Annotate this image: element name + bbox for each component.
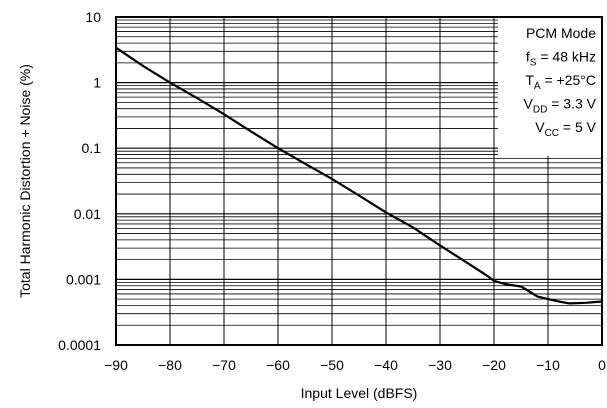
x-tick-label: −90 <box>104 357 128 373</box>
x-tick-label: −30 <box>428 357 452 373</box>
annotation-text: V <box>535 119 545 135</box>
annotation-subscript: DD <box>533 105 547 116</box>
annotation-text: = 48 kHz <box>536 49 596 65</box>
annotation-subscript: S <box>530 58 537 69</box>
y-tick-label: 10 <box>85 9 101 25</box>
x-axis-label: Input Level (dBFS) <box>301 385 418 401</box>
annotation-text: = +25°C <box>541 72 596 88</box>
annotation-line: TA = +25°C <box>525 72 596 92</box>
annotation-text: PCM Mode <box>526 25 596 41</box>
x-tick-label: −50 <box>320 357 344 373</box>
y-tick-label: 0.1 <box>82 140 102 156</box>
x-tick-labels: −90 −80 −70 −60 −50 −40 −30 −20 −10 0 <box>104 357 606 373</box>
y-axis-label: Total Harmonic Distortion + Noise (%) <box>17 64 33 298</box>
series-line-0 <box>115 46 603 305</box>
annotation-text: = 5 V <box>559 119 597 135</box>
axes <box>115 16 603 346</box>
series-layer <box>115 46 603 305</box>
x-tick-label: 0 <box>598 357 606 373</box>
x-tick-label: −60 <box>266 357 290 373</box>
x-tick-label: −80 <box>158 357 182 373</box>
x-tick-label: −20 <box>482 357 506 373</box>
annotation-line: fS = 48 kHz <box>526 49 596 69</box>
y-tick-labels: 0.0001 0.001 0.01 0.1 1 10 <box>58 9 101 353</box>
annotation-text: f <box>526 49 530 65</box>
annotation-text: V <box>524 96 534 112</box>
x-tick-label: −70 <box>212 357 236 373</box>
annotation-text: T <box>525 72 534 88</box>
annotation-line: VDD = 3.3 V <box>524 96 597 116</box>
annotation-box <box>498 18 601 156</box>
y-tick-label: 0.01 <box>74 206 101 222</box>
y-tick-label: 1 <box>93 75 101 91</box>
annotation-subscript: A <box>534 81 541 92</box>
y-tick-label: 0.0001 <box>58 337 101 353</box>
annotation-line: PCM Mode <box>526 25 596 41</box>
annotation-subscript: CC <box>545 128 559 139</box>
y-tick-label: 0.001 <box>66 271 101 287</box>
annotation-text: = 3.3 V <box>547 96 596 112</box>
x-tick-label: −10 <box>536 357 560 373</box>
plot-frame <box>115 16 603 346</box>
annotation-line: VCC = 5 V <box>535 119 596 139</box>
x-tick-label: −40 <box>374 357 398 373</box>
